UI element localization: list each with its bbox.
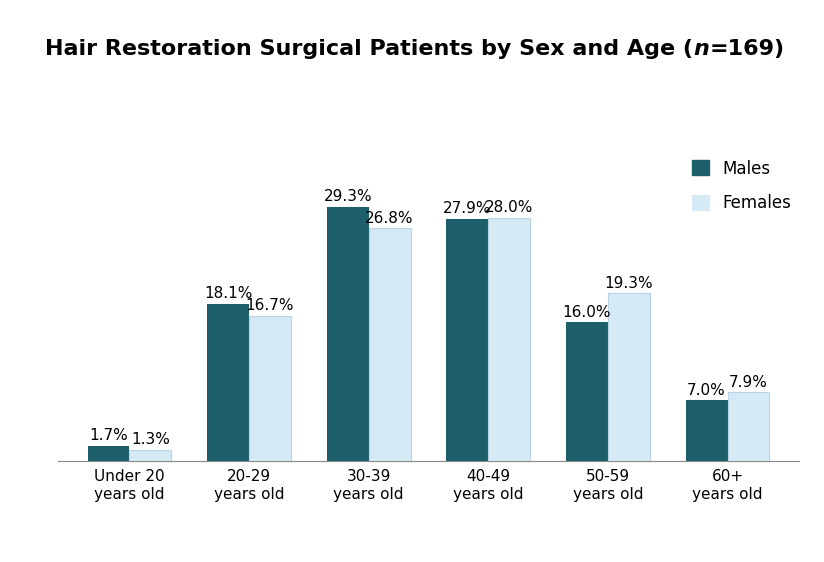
Bar bbox=[87, 446, 129, 461]
Text: 27.9%: 27.9% bbox=[443, 201, 492, 216]
Text: 16.7%: 16.7% bbox=[246, 298, 294, 314]
Bar bbox=[686, 400, 728, 461]
Text: 7.0%: 7.0% bbox=[687, 383, 726, 397]
Text: 29.3%: 29.3% bbox=[324, 189, 372, 204]
Bar bbox=[566, 322, 608, 461]
Text: 1.3%: 1.3% bbox=[131, 432, 170, 447]
Text: =169): =169) bbox=[709, 39, 784, 60]
Text: 26.8%: 26.8% bbox=[365, 211, 414, 226]
Bar bbox=[447, 219, 489, 461]
Text: 1.7%: 1.7% bbox=[89, 428, 128, 443]
Bar bbox=[327, 207, 368, 461]
Bar bbox=[608, 293, 650, 461]
Bar bbox=[368, 229, 410, 461]
Text: n: n bbox=[694, 39, 709, 60]
Bar bbox=[489, 218, 530, 461]
Text: 18.1%: 18.1% bbox=[204, 286, 252, 301]
Legend: Males, Females: Males, Females bbox=[692, 160, 791, 212]
Bar bbox=[728, 392, 770, 461]
Text: Hair Restoration Surgical Patients by Sex and Age (: Hair Restoration Surgical Patients by Se… bbox=[45, 39, 694, 60]
Bar bbox=[129, 450, 171, 461]
Text: 16.0%: 16.0% bbox=[563, 305, 611, 320]
Text: 7.9%: 7.9% bbox=[729, 375, 768, 389]
Text: 19.3%: 19.3% bbox=[605, 276, 653, 291]
Bar bbox=[249, 316, 291, 461]
Bar bbox=[207, 304, 249, 461]
Text: 28.0%: 28.0% bbox=[485, 201, 533, 215]
